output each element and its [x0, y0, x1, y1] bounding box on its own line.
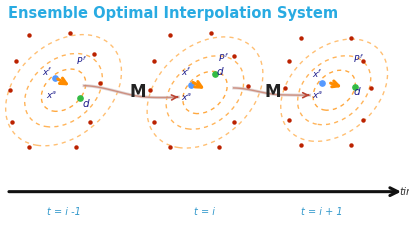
Text: d: d — [353, 87, 359, 97]
Text: $\mathbf{M}$: $\mathbf{M}$ — [128, 83, 146, 101]
Text: $P^f$: $P^f$ — [352, 53, 364, 65]
Text: $x^f$: $x^f$ — [42, 65, 52, 78]
Text: t = i: t = i — [194, 207, 215, 217]
Text: t = i + 1: t = i + 1 — [300, 207, 342, 217]
Text: time: time — [399, 186, 409, 196]
Text: $P^f$: $P^f$ — [217, 52, 229, 64]
Text: $x^a$: $x^a$ — [180, 91, 192, 102]
Text: Ensemble Optimal Interpolation System: Ensemble Optimal Interpolation System — [8, 6, 337, 21]
Text: $x^a$: $x^a$ — [311, 89, 323, 100]
Text: t = i -1: t = i -1 — [47, 207, 80, 217]
Text: $x^a$: $x^a$ — [45, 89, 57, 100]
Text: $x^f$: $x^f$ — [312, 68, 322, 80]
Text: d: d — [83, 98, 89, 108]
Text: d: d — [216, 67, 222, 76]
Text: $P^f$: $P^f$ — [76, 54, 88, 66]
Text: $x^f$: $x^f$ — [181, 65, 191, 78]
Text: $\mathbf{M}$: $\mathbf{M}$ — [263, 83, 281, 101]
